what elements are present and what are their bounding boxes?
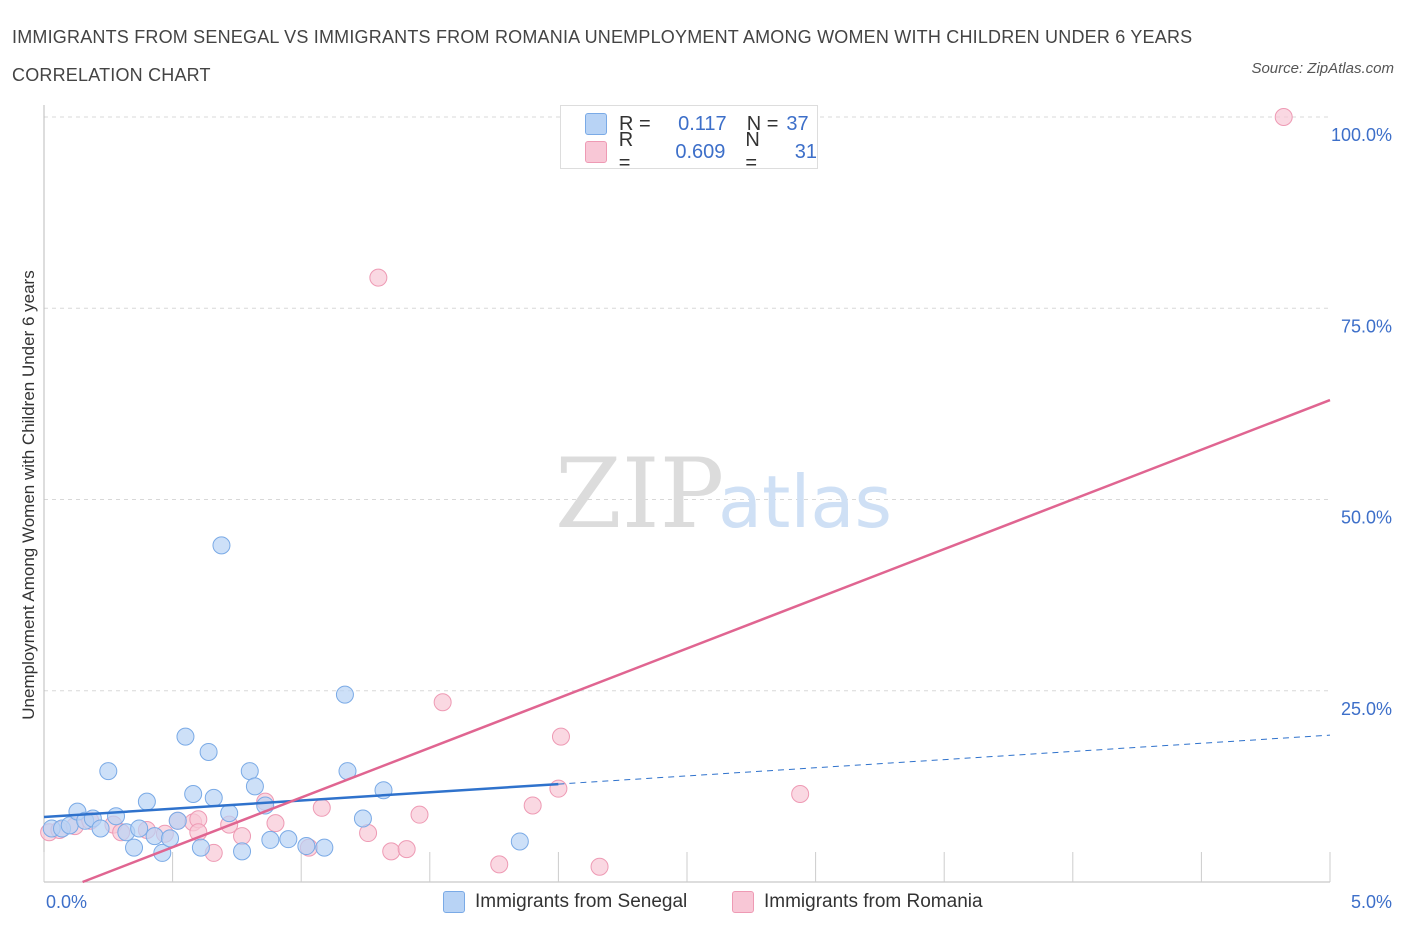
- senegal-point: [212, 536, 231, 555]
- bottom-legend-romania: Immigrants from Romania: [732, 888, 983, 916]
- senegal-point: [510, 832, 529, 851]
- chart-title: IMMIGRANTS FROM SENEGAL VS IMMIGRANTS FR…: [12, 27, 1193, 85]
- y-tick-label: 25.0%: [1341, 699, 1392, 719]
- y-tick-labels: 100.0% 75.0% 50.0% 25.0%: [1331, 125, 1392, 719]
- senegal-point: [335, 685, 354, 704]
- senegal-point: [137, 792, 156, 811]
- x-tick-labels: 0.0% 5.0%: [46, 892, 1392, 912]
- x-tick-label-max: 5.0%: [1351, 892, 1392, 912]
- romania-point: [397, 840, 416, 859]
- series-senegal-points: [42, 536, 529, 862]
- y-tick-label: 75.0%: [1341, 316, 1392, 336]
- bottom-legend-swatch-romania: [732, 891, 754, 913]
- senegal-point: [199, 742, 218, 761]
- x-ticks: [43, 852, 1331, 882]
- romania-point: [551, 727, 570, 746]
- romania-point: [266, 814, 285, 833]
- legend-row-romania: R = 0.609 N = 31: [585, 129, 818, 174]
- watermark-zip: ZIP: [555, 438, 724, 550]
- senegal-point: [220, 804, 239, 823]
- legend-swatch-romania: [585, 141, 607, 163]
- romania-point: [233, 827, 252, 846]
- romania-point: [433, 693, 452, 712]
- senegal-point: [176, 727, 195, 746]
- legend-n-value-senegal: 37: [786, 112, 809, 135]
- senegal-point: [240, 762, 259, 781]
- watermark: ZIP atlas: [555, 438, 892, 550]
- senegal-point: [130, 819, 149, 838]
- legend-r-value-romania: 0.609: [675, 140, 726, 163]
- senegal-point: [125, 838, 144, 857]
- senegal-point: [161, 829, 180, 848]
- romania-point: [410, 805, 429, 824]
- senegal-point: [145, 827, 164, 846]
- senegal-point: [315, 838, 334, 857]
- bottom-legend-label-senegal: Immigrants from Senegal: [475, 891, 688, 912]
- legend-r-label: R =: [618, 129, 634, 174]
- legend-r-value-senegal: 0.117: [678, 112, 727, 135]
- senegal-point: [245, 777, 264, 796]
- trend-lines: [43, 398, 1331, 884]
- source-label: Source: ZipAtlas.com: [1251, 60, 1394, 77]
- watermark-atlas: atlas: [718, 460, 892, 544]
- senegal-trend-line: [43, 782, 559, 819]
- senegal-point: [279, 830, 298, 849]
- bottom-legend-label-romania: Immigrants from Romania: [764, 891, 983, 912]
- y-axis-label: Unemployment Among Women with Children U…: [19, 270, 38, 720]
- senegal-point: [91, 819, 110, 838]
- romania-point: [791, 785, 810, 804]
- bottom-legend-swatch-senegal: [443, 891, 465, 913]
- x-tick-label-min: 0.0%: [46, 892, 87, 912]
- bottom-legend-senegal: Immigrants from Senegal: [443, 888, 687, 916]
- senegal-point: [233, 842, 252, 861]
- romania-point: [312, 798, 331, 817]
- y-tick-label: 50.0%: [1341, 508, 1392, 528]
- legend-swatch-senegal: [585, 113, 607, 135]
- senegal-point: [191, 838, 210, 857]
- legend-r-label: R =: [619, 112, 651, 135]
- senegal-point: [168, 811, 187, 830]
- gridlines: [44, 116, 1330, 692]
- senegal-point: [204, 788, 223, 807]
- senegal-point: [353, 809, 372, 828]
- legend-n-value-romania: 31: [794, 140, 818, 163]
- senegal-point: [184, 785, 203, 804]
- y-tick-label: 100.0%: [1331, 125, 1392, 145]
- romania-point: [1274, 108, 1293, 126]
- romania-trend-line: [82, 398, 1331, 884]
- senegal-point: [107, 807, 126, 826]
- romania-point: [523, 796, 542, 815]
- romania-point: [590, 857, 609, 876]
- senegal-trend-extension: [558, 734, 1331, 785]
- legend-n-label: N =: [745, 129, 760, 174]
- romania-point: [369, 268, 388, 287]
- senegal-point: [297, 837, 316, 856]
- senegal-point: [99, 762, 118, 781]
- senegal-point: [261, 830, 280, 849]
- romania-point: [549, 779, 568, 798]
- romania-point: [490, 855, 509, 874]
- legend-row-senegal: R = 0.117 N = 37: [585, 111, 809, 137]
- stats-legend: R = 0.117 N = 37 R = 0.609 N = 31: [560, 105, 818, 174]
- romania-point: [382, 842, 401, 861]
- legend-n-label: N =: [746, 112, 779, 135]
